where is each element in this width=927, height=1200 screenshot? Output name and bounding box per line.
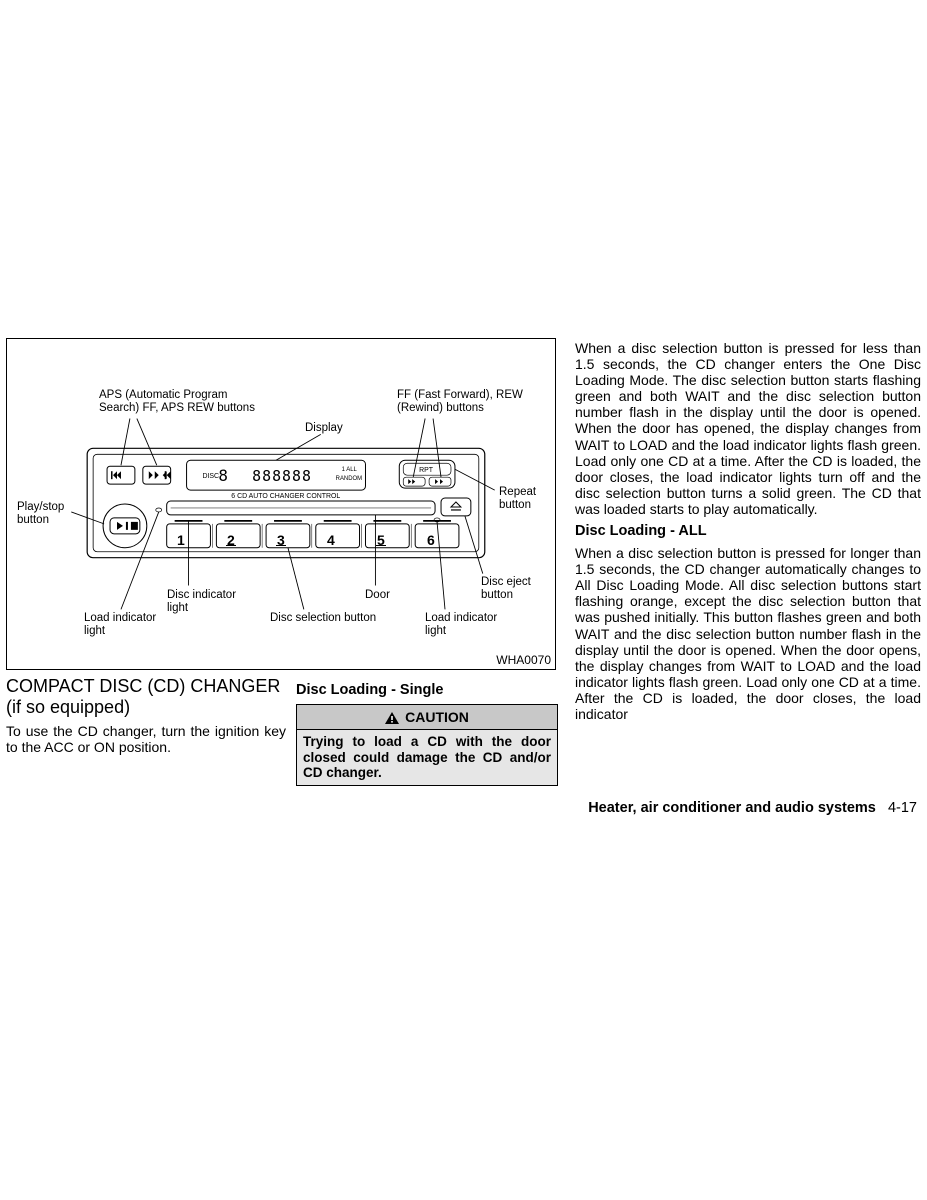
footer-section: Heater, air conditioner and audio system… (588, 800, 876, 816)
diagram-svg: DISC 8 888888 1 ALL RANDOM RPT 6 CD AUTO… (7, 339, 555, 669)
cd-changer-diagram: APS (Automatic Program Search) FF, APS R… (6, 338, 556, 670)
caution-body: Trying to load a CD with the door closed… (297, 730, 557, 785)
subheading-single: Disc Loading - Single (296, 682, 558, 698)
lcd-rpt: RPT (419, 467, 434, 474)
disc-num-6: 6 (427, 532, 435, 548)
lcd-disc-label: DISC (202, 473, 219, 480)
lcd-random: RANDOM (336, 476, 362, 482)
disc-num-4: 4 (327, 532, 335, 548)
section-heading: COMPACT DISC (CD) CHANGER (if so equippe… (6, 676, 286, 717)
left-body: To use the CD changer, turn the ignition… (6, 723, 286, 755)
lcd-freq: 888888 (252, 467, 312, 485)
disc-num-1: 1 (177, 532, 185, 548)
lcd-all: 1 ALL (342, 467, 358, 473)
right-para-2: When a disc selection button is pressed … (575, 545, 921, 722)
caution-box: CAUTION Trying to load a CD with the doo… (296, 704, 558, 786)
disc-buttons (167, 521, 459, 548)
footer-page: 4-17 (888, 800, 917, 816)
warning-icon (385, 712, 399, 724)
right-para-1: When a disc selection button is pressed … (575, 340, 921, 517)
changer-text: 6 CD AUTO CHANGER CONTROL (231, 493, 340, 500)
page-footer: Heater, air conditioner and audio system… (588, 800, 917, 816)
subheading-all: Disc Loading - ALL (575, 523, 921, 539)
caution-label: CAUTION (405, 709, 469, 725)
caution-header: CAUTION (297, 705, 557, 730)
lcd-disc-digit: 8 (218, 466, 228, 485)
